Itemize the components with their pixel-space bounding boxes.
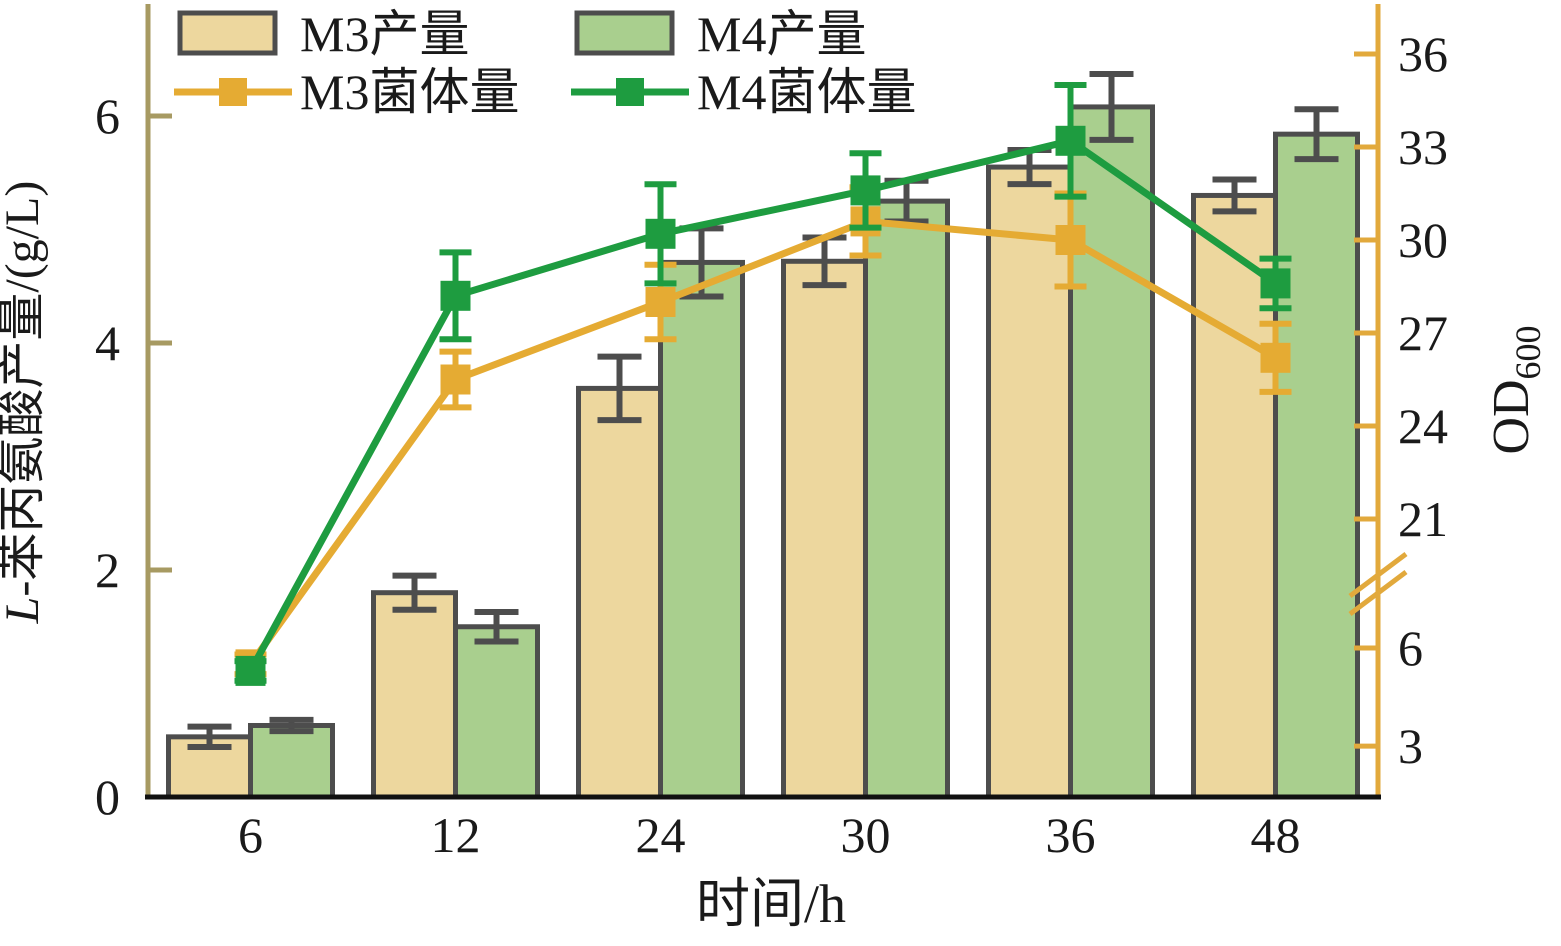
x-tick-label-30: 30 xyxy=(841,807,891,863)
right-tick-label-30: 30 xyxy=(1398,212,1448,268)
legend-label-m4-biomass: M4菌体量 xyxy=(697,64,916,120)
bar-errorbar-m3-48h xyxy=(1212,176,1257,215)
x-tick-label-12: 12 xyxy=(431,807,481,863)
marker-m4-biomass-30h xyxy=(850,175,881,206)
bar-errorbar-m3-12h xyxy=(392,572,437,613)
legend-swatch-m3-yield xyxy=(177,10,278,56)
marker-m4-biomass-48h xyxy=(1260,268,1291,299)
bar-errorbar-m4-36h xyxy=(1089,71,1134,143)
legend-label-m3-yield: M3产量 xyxy=(300,6,469,62)
legend: M3产量 M4产量 M3菌体量 M4菌体量 xyxy=(174,6,916,120)
bar-series-m4-yield xyxy=(248,71,1360,800)
left-tick-label-2: 2 xyxy=(95,542,120,598)
bar-errorbar-m3-6h xyxy=(187,723,232,751)
legend-swatch-m4-yield xyxy=(574,10,675,56)
legend-marker-m3-biomass xyxy=(219,78,247,106)
right-tick-label-33: 33 xyxy=(1398,119,1448,175)
marker-m4-biomass-36h xyxy=(1055,125,1086,156)
bar-m4-30h xyxy=(863,198,950,800)
line-path-m4-biomass xyxy=(247,137,1278,673)
x-axis-title: 时间/h xyxy=(696,874,846,934)
right-tick-label-6: 6 xyxy=(1398,620,1423,676)
right-tick-label-36: 36 xyxy=(1398,26,1448,82)
marker-m3-biomass-12h xyxy=(440,364,471,395)
right-tick-label-21: 21 xyxy=(1398,491,1448,547)
bar-m3-30h xyxy=(781,258,868,800)
bar-errorbar-m3-24h xyxy=(597,353,642,424)
axis-break-mark xyxy=(1348,552,1408,598)
right-axis-title: OD600 xyxy=(1483,325,1548,454)
x-tick-label-48: 48 xyxy=(1251,807,1301,863)
bar-errorbar-m4-6h xyxy=(269,716,314,735)
bar-m3-24h xyxy=(576,385,663,800)
bar-m4-12h xyxy=(453,624,540,800)
marker-m4-biomass-6h xyxy=(235,655,266,686)
right-tick-label-24: 24 xyxy=(1398,398,1448,454)
x-tick-label-36: 36 xyxy=(1046,807,1096,863)
line-series-m4-biomass xyxy=(234,82,1292,686)
marker-m4-biomass-12h xyxy=(440,280,471,311)
line-path-m3-biomass xyxy=(247,217,1278,667)
legend-label-m4-yield: M4产量 xyxy=(697,6,866,62)
right-tick-label-27: 27 xyxy=(1398,305,1448,361)
marker-m3-biomass-36h xyxy=(1055,225,1086,255)
legend-label-m3-biomass: M3菌体量 xyxy=(300,64,519,120)
bar-series-m3-yield xyxy=(166,147,1278,800)
bar-m3-12h xyxy=(371,590,458,800)
marker-m4-biomass-24h xyxy=(645,218,676,249)
left-tick-label-4: 4 xyxy=(95,315,120,371)
x-tick-label-24: 24 xyxy=(636,807,686,863)
bar-m4-6h xyxy=(248,722,335,800)
left-axis-title: L-苯丙氨酸产量/(g/L) xyxy=(0,181,49,625)
bar-m3-36h xyxy=(986,164,1073,800)
bar-errorbar-m4-12h xyxy=(474,608,519,645)
x-tick-label-6: 6 xyxy=(238,807,263,863)
bar-m4-36h xyxy=(1068,104,1155,800)
left-tick-label-6: 6 xyxy=(95,88,120,144)
bar-m4-24h xyxy=(658,259,745,800)
marker-m3-biomass-48h xyxy=(1260,342,1291,373)
legend-marker-m4-biomass xyxy=(616,78,644,106)
axis-break-mark xyxy=(1348,570,1408,616)
left-tick-label-0: 0 xyxy=(95,769,120,825)
right-tick-label-3: 3 xyxy=(1398,718,1423,774)
bar-errorbar-m4-48h xyxy=(1294,106,1339,163)
marker-m3-biomass-24h xyxy=(645,287,676,317)
bar-m4-48h xyxy=(1273,131,1360,800)
